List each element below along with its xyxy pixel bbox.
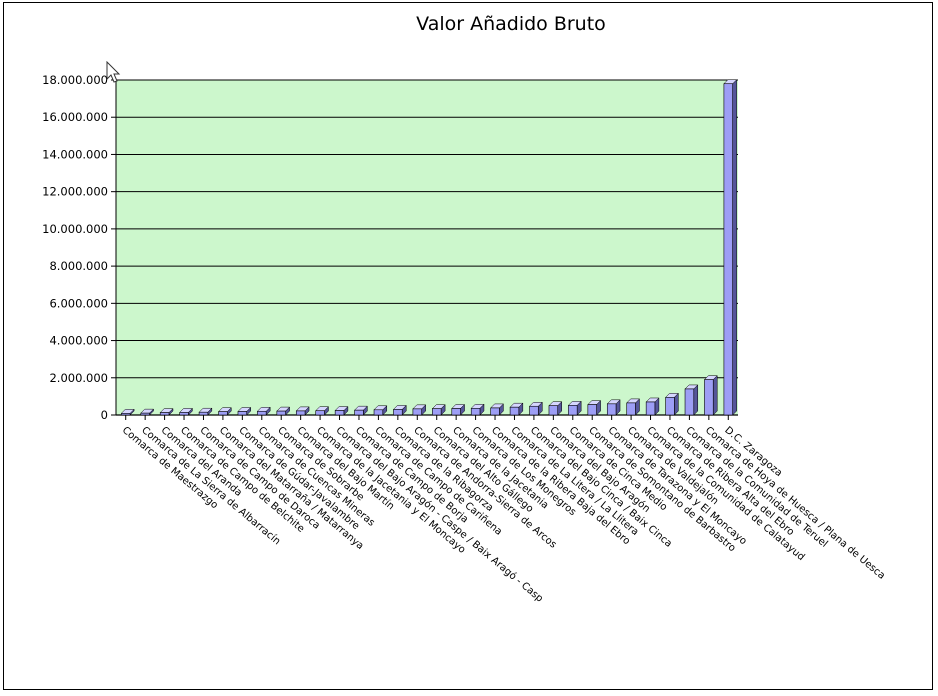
y-tick-label: 10.000.000: [42, 222, 108, 236]
bar: [528, 401, 543, 416]
bar: [509, 402, 524, 416]
bars: [120, 79, 738, 416]
bar: [315, 406, 330, 416]
bar-side: [712, 375, 718, 416]
bar: [626, 398, 641, 416]
bar-front: [373, 409, 384, 416]
y-tick-label: 6.000.000: [49, 296, 108, 310]
bar-front: [295, 410, 306, 416]
bar-front: [451, 408, 461, 416]
bar-side: [732, 79, 737, 416]
bar: [373, 405, 388, 416]
bar: [412, 404, 427, 416]
bar: [645, 397, 660, 416]
bar: [179, 407, 194, 416]
y-tick-label: 4.000.000: [49, 334, 108, 348]
bar-front: [645, 401, 656, 416]
y-tick-label: 12.000.000: [42, 185, 108, 199]
bar-front: [121, 413, 131, 416]
bar-front: [684, 388, 695, 416]
bar-front: [470, 407, 481, 416]
bar: [587, 399, 602, 416]
bar: [140, 408, 155, 416]
bar-front: [198, 411, 209, 416]
bar-front: [626, 402, 636, 416]
bar-front: [490, 407, 500, 416]
bar-front: [723, 83, 733, 416]
bar: [431, 404, 446, 416]
bar-front: [704, 379, 714, 416]
bar-front: [665, 397, 675, 416]
plot-area: [116, 80, 738, 415]
bar: [490, 403, 505, 416]
bar-front: [393, 409, 403, 416]
bar-front: [334, 410, 345, 416]
y-tick-label: 14.000.000: [42, 147, 108, 161]
bar-front: [587, 404, 597, 416]
y-tick-labels: 0 2.000.000 4.000.000 6.000.000 8.000.000 10.…: [42, 73, 108, 422]
bar: [295, 406, 310, 416]
bar: [684, 384, 699, 416]
bar: [256, 406, 271, 416]
chart-title: Valor Añadido Bruto: [416, 13, 606, 35]
bar: [237, 406, 252, 416]
bar: [392, 404, 407, 416]
bar: [353, 405, 368, 416]
bar: [217, 407, 232, 416]
bar-front: [140, 412, 150, 416]
bar: [198, 407, 213, 416]
bar-front: [237, 411, 248, 416]
gridlines: [116, 79, 738, 379]
bar-front: [257, 410, 267, 416]
bar: [548, 401, 563, 416]
bar: [606, 399, 621, 416]
bar: [120, 408, 135, 416]
mouse-cursor-icon: [106, 61, 121, 83]
bar: [723, 79, 738, 416]
y-tick-label: 0: [101, 408, 108, 422]
bar: [664, 392, 679, 416]
y-tick-label: 18.000.000: [42, 73, 108, 87]
chart: Valor Añadido Bruto 0 2.000.000 4.000.000 6…: [42, 13, 887, 605]
bar-front: [509, 406, 520, 416]
bar-front: [606, 403, 617, 416]
bar-front: [412, 408, 422, 416]
bar-front: [179, 412, 189, 416]
y-tick-label: 8.000.000: [49, 259, 108, 273]
bar-front: [432, 408, 442, 416]
bar-front: [568, 405, 578, 416]
bar-front: [159, 412, 170, 416]
bar: [334, 405, 349, 416]
bar-front: [548, 405, 559, 416]
y-tick-label: 2.000.000: [49, 371, 108, 385]
bar: [159, 407, 174, 416]
bar-front: [529, 405, 539, 416]
bar-front: [354, 409, 364, 416]
bar-front: [276, 410, 286, 416]
bar: [703, 375, 718, 416]
bar: [567, 400, 582, 416]
bar-front: [218, 411, 228, 416]
bar: [276, 406, 291, 416]
bar: [451, 403, 466, 416]
chart-frame: Valor Añadido Bruto 0 2.000.000 4.000.000 6…: [3, 2, 933, 690]
bar-front: [315, 410, 325, 416]
bar-side: [693, 384, 699, 416]
y-tick-label: 16.000.000: [42, 110, 108, 124]
bar: [470, 403, 485, 416]
